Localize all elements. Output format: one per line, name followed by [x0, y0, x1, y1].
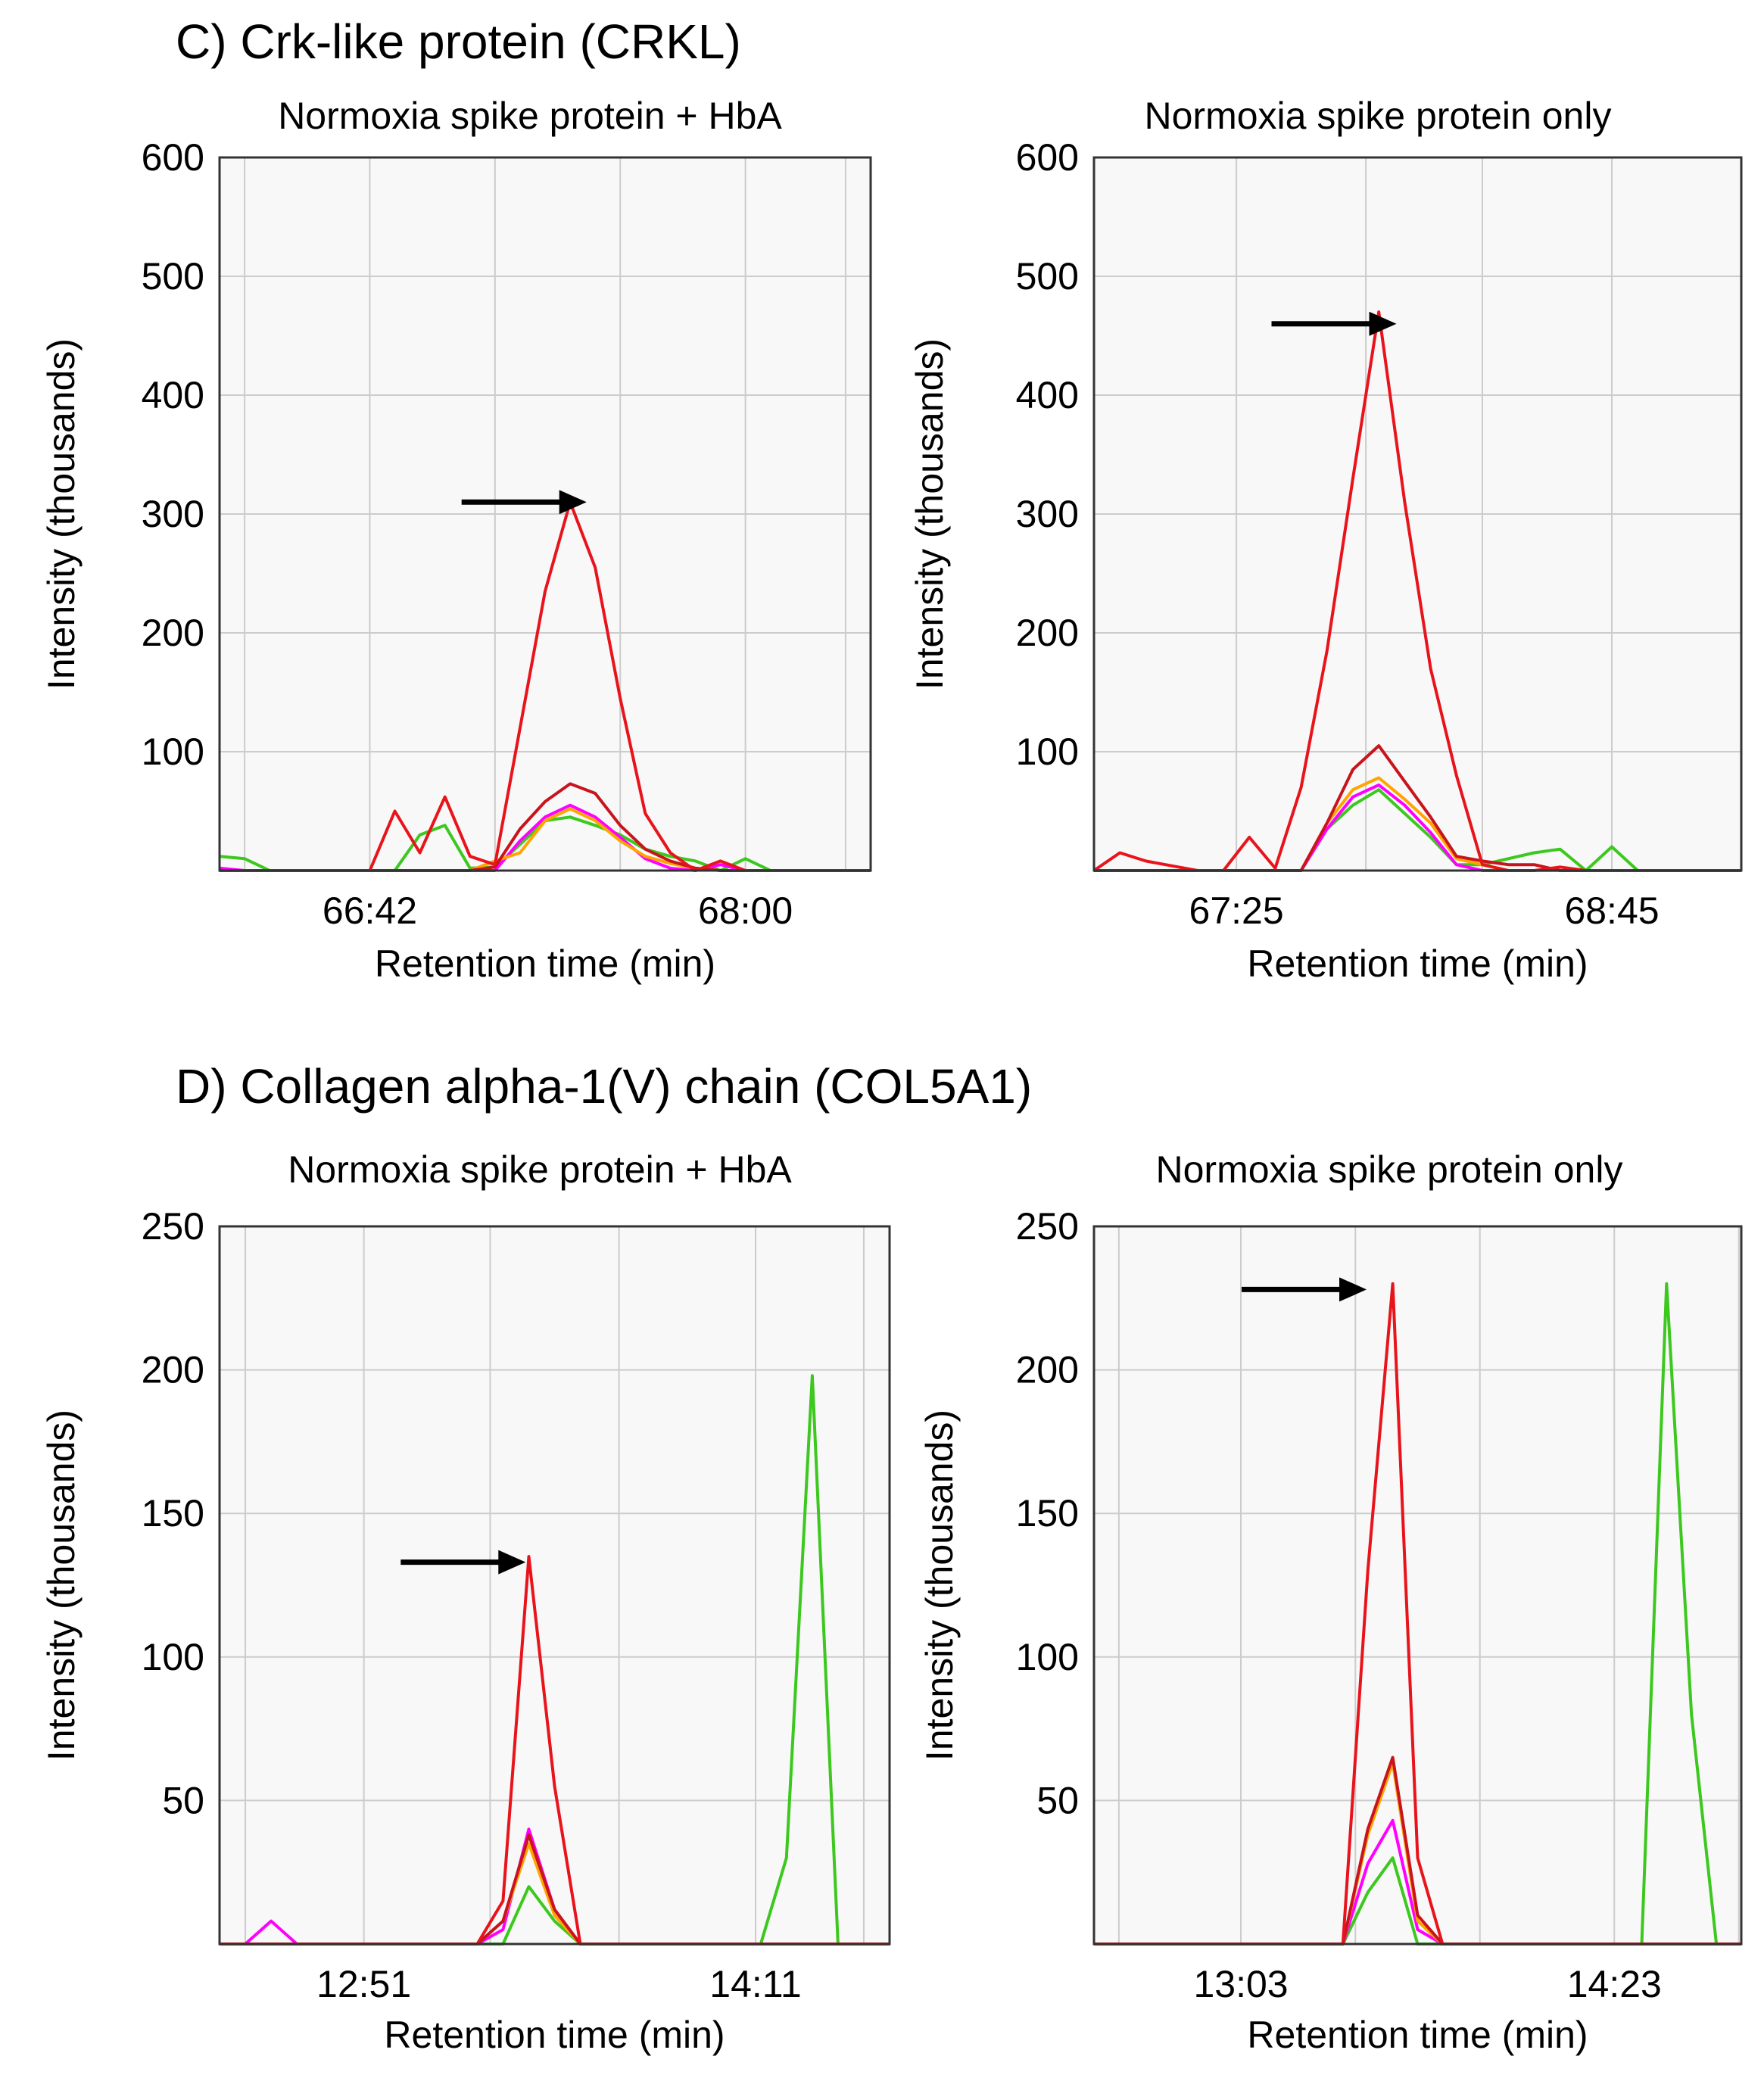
section-title-d: D) Collagen alpha-1(V) chain (COL5A1): [176, 1059, 1033, 1114]
arrow-head: [1339, 1277, 1367, 1302]
y-tick-label: 50: [162, 1779, 204, 1821]
peak-arrow: [400, 1550, 526, 1575]
chart-title: Normoxia spike protein + HbA: [278, 95, 782, 137]
y-tick-label: 500: [142, 255, 204, 298]
peak-arrow: [1242, 1277, 1367, 1302]
chart-title: Normoxia spike protein only: [1156, 1148, 1623, 1191]
y-tick-label: 200: [142, 1349, 204, 1391]
x-axis-label: Retention time (min): [1247, 942, 1588, 985]
x-tick-label: 14:11: [709, 1963, 801, 2005]
x-tick-label: 14:23: [1567, 1963, 1662, 2005]
y-tick-label: 300: [1016, 493, 1079, 535]
section-title-c: C) Crk-like protein (CRKL): [176, 14, 741, 69]
y-tick-label: 250: [142, 1205, 204, 1248]
y-tick-label: 600: [1016, 136, 1079, 179]
x-tick-label: 68:45: [1564, 889, 1659, 932]
y-axis-label: Intensity (thousands): [40, 338, 83, 690]
peak-arrow: [1271, 311, 1397, 336]
y-axis-label: Intensity (thousands): [908, 338, 951, 690]
x-tick-label: 12:51: [316, 1963, 411, 2005]
arrow-head: [1369, 311, 1397, 336]
y-tick-label: 200: [1016, 612, 1079, 654]
y-axis-label: Intensity (thousands): [40, 1410, 83, 1761]
x-axis-label: Retention time (min): [384, 2014, 725, 2056]
x-tick-label: 13:03: [1193, 1963, 1288, 2005]
x-tick-label: 66:42: [323, 889, 417, 932]
chart-title: Normoxia spike protein only: [1145, 95, 1612, 137]
y-tick-label: 100: [142, 731, 204, 773]
y-tick-label: 600: [142, 136, 204, 179]
y-tick-label: 250: [1016, 1205, 1079, 1248]
plot-frame: [1092, 1225, 1743, 1946]
y-tick-label: 100: [1016, 731, 1079, 773]
arrow-head: [498, 1550, 526, 1575]
chart-title: Normoxia spike protein + HbA: [288, 1148, 792, 1191]
y-tick-label: 400: [142, 374, 204, 416]
y-axis-label: Intensity (thousands): [918, 1410, 961, 1761]
y-tick-label: 100: [142, 1636, 204, 1678]
peak-arrow: [461, 490, 587, 515]
y-tick-label: 200: [1016, 1349, 1079, 1391]
y-tick-label: 200: [142, 612, 204, 654]
chart-panel-2: 100 200 300 400 500 600 67:25 68:45 Normoxia spi…: [908, 95, 1743, 985]
x-axis-label: Retention time (min): [375, 942, 715, 985]
y-tick-label: 150: [1016, 1492, 1079, 1534]
plot-frame: [1092, 156, 1743, 872]
plot-frame: [218, 156, 872, 872]
y-tick-label: 100: [1016, 1636, 1079, 1678]
x-tick-label: 67:25: [1189, 889, 1284, 932]
y-tick-label: 300: [142, 493, 204, 535]
plot-area: [220, 1226, 890, 1944]
x-axis-label: Retention time (min): [1247, 2014, 1588, 2056]
plot-frame: [218, 1225, 891, 1946]
y-tick-label: 400: [1016, 374, 1079, 416]
y-tick-label: 500: [1016, 255, 1079, 298]
arrow-head: [559, 490, 587, 515]
y-tick-label: 150: [142, 1492, 204, 1534]
chart-panel-3: 50 100 150 200 250 12:51 14:11 Normoxia spike p…: [40, 1148, 891, 2056]
x-tick-label: 68:00: [698, 889, 793, 932]
chart-panel-4: 50 100 150 200 250 13:03 14:23 Normoxia spike p…: [918, 1148, 1743, 2056]
y-tick-label: 50: [1036, 1779, 1079, 1821]
chart-panel-1: 100 200 300 400 500 600 66:42 68:00 Normoxia spi…: [40, 95, 872, 985]
